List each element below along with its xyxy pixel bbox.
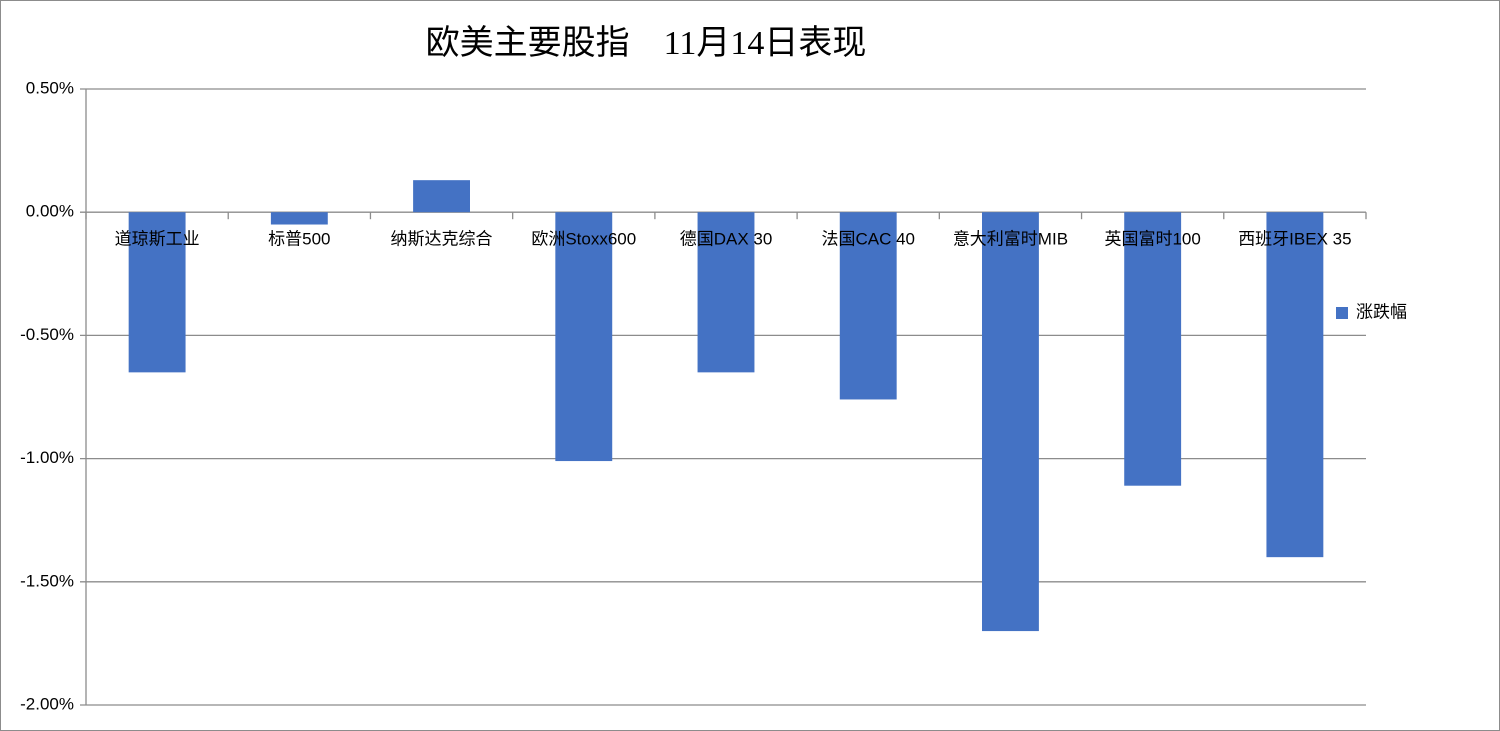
x-tick-label: 欧洲Stoxx600 [531,230,636,249]
x-tick-label: 西班牙IBEX 35 [1238,230,1351,249]
bar [1124,212,1182,486]
bar [413,180,470,213]
y-tick-label: -0.50% [20,325,74,344]
y-tick-label: 0.50% [26,78,74,97]
bar [555,212,613,462]
legend-swatch [1336,307,1348,319]
x-tick-label: 意大利富时MIB [953,230,1068,249]
y-tick-label: -1.00% [20,448,74,467]
y-tick-label: -1.50% [20,571,74,590]
bar [1266,212,1324,558]
chart-title: 欧美主要股指 11月14日表现 [426,24,867,62]
bar [128,212,186,373]
bar [839,212,897,400]
bar [982,212,1039,632]
legend-label: 涨跌幅 [1356,302,1407,321]
y-tick-label: -2.00% [20,694,74,713]
x-tick-label: 英国富时100 [1104,230,1200,249]
y-tick-label: 0.00% [26,202,74,221]
bar [270,212,328,225]
x-tick-label: 法国CAC 40 [821,230,915,249]
x-tick-label: 纳斯达克综合 [391,230,493,249]
x-tick-label: 道琼斯工业 [115,230,200,249]
bar [697,212,755,373]
x-tick-label: 标普500 [268,230,330,249]
x-tick-label: 德国DAX 30 [680,230,773,249]
